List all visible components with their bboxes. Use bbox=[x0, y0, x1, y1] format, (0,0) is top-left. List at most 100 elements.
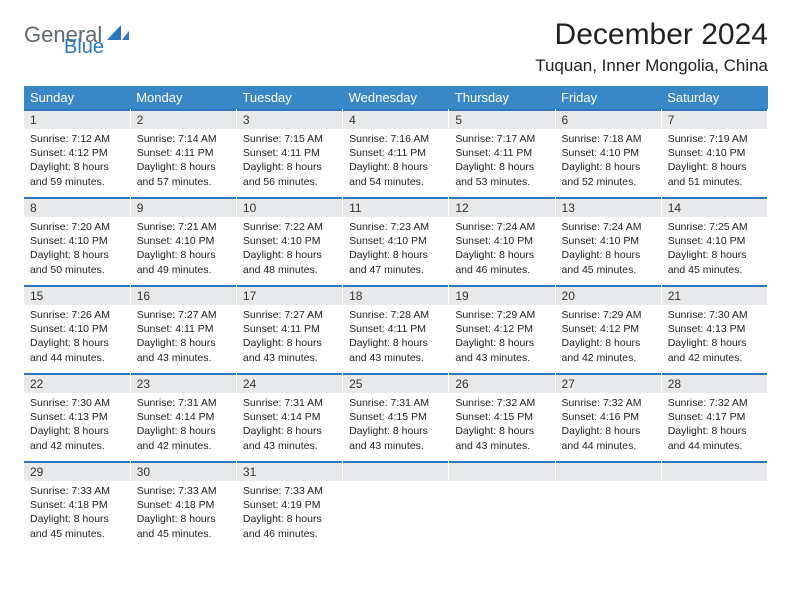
calendar-day-cell: 6Sunrise: 7:18 AMSunset: 4:10 PMDaylight… bbox=[555, 109, 661, 197]
day-details: Sunrise: 7:14 AMSunset: 4:11 PMDaylight:… bbox=[131, 129, 236, 193]
day-number: 26 bbox=[449, 373, 554, 393]
weekday-header-row: SundayMondayTuesdayWednesdayThursdayFrid… bbox=[24, 86, 768, 109]
calendar-day-cell: 26Sunrise: 7:32 AMSunset: 4:15 PMDayligh… bbox=[449, 373, 555, 461]
day-number-empty: . bbox=[556, 461, 661, 481]
day-number: 23 bbox=[131, 373, 236, 393]
sunset-line: Sunset: 4:15 PM bbox=[349, 410, 442, 424]
daylight-line: Daylight: 8 hours and 44 minutes. bbox=[668, 424, 761, 452]
sunrise-line: Sunrise: 7:31 AM bbox=[243, 396, 336, 410]
daylight-line: Daylight: 8 hours and 42 minutes. bbox=[668, 336, 761, 364]
day-number: 11 bbox=[343, 197, 448, 217]
sunset-line: Sunset: 4:10 PM bbox=[30, 322, 124, 336]
daylight-line: Daylight: 8 hours and 45 minutes. bbox=[668, 248, 761, 276]
sunset-line: Sunset: 4:14 PM bbox=[243, 410, 336, 424]
calendar-day-cell: 31Sunrise: 7:33 AMSunset: 4:19 PMDayligh… bbox=[236, 461, 342, 549]
sunrise-line: Sunrise: 7:27 AM bbox=[243, 308, 336, 322]
calendar-day-cell: 9Sunrise: 7:21 AMSunset: 4:10 PMDaylight… bbox=[130, 197, 236, 285]
sunrise-line: Sunrise: 7:32 AM bbox=[668, 396, 761, 410]
day-number: 30 bbox=[131, 461, 236, 481]
calendar-day-cell: 17Sunrise: 7:27 AMSunset: 4:11 PMDayligh… bbox=[236, 285, 342, 373]
day-details: Sunrise: 7:18 AMSunset: 4:10 PMDaylight:… bbox=[556, 129, 661, 193]
calendar-day-cell: 12Sunrise: 7:24 AMSunset: 4:10 PMDayligh… bbox=[449, 197, 555, 285]
day-details: Sunrise: 7:16 AMSunset: 4:11 PMDaylight:… bbox=[343, 129, 448, 193]
day-number: 4 bbox=[343, 109, 448, 129]
day-number: 24 bbox=[237, 373, 342, 393]
weekday-header: Wednesday bbox=[343, 86, 449, 109]
weekday-header: Monday bbox=[130, 86, 236, 109]
daylight-line: Daylight: 8 hours and 54 minutes. bbox=[349, 160, 442, 188]
daylight-line: Daylight: 8 hours and 43 minutes. bbox=[455, 424, 548, 452]
daylight-line: Daylight: 8 hours and 53 minutes. bbox=[455, 160, 548, 188]
weekday-header: Sunday bbox=[24, 86, 130, 109]
calendar-table: SundayMondayTuesdayWednesdayThursdayFrid… bbox=[24, 86, 768, 549]
daylight-line: Daylight: 8 hours and 56 minutes. bbox=[243, 160, 336, 188]
sunset-line: Sunset: 4:10 PM bbox=[668, 234, 761, 248]
logo-text-blue: Blue bbox=[64, 36, 104, 59]
daylight-line: Daylight: 8 hours and 42 minutes. bbox=[562, 336, 655, 364]
day-details: Sunrise: 7:30 AMSunset: 4:13 PMDaylight:… bbox=[24, 393, 130, 457]
day-number: 16 bbox=[131, 285, 236, 305]
day-number: 9 bbox=[131, 197, 236, 217]
sunrise-line: Sunrise: 7:33 AM bbox=[137, 484, 230, 498]
sunset-line: Sunset: 4:12 PM bbox=[455, 322, 548, 336]
day-details: Sunrise: 7:22 AMSunset: 4:10 PMDaylight:… bbox=[237, 217, 342, 281]
calendar-week-row: 8Sunrise: 7:20 AMSunset: 4:10 PMDaylight… bbox=[24, 197, 768, 285]
sunrise-line: Sunrise: 7:16 AM bbox=[349, 132, 442, 146]
sunset-line: Sunset: 4:19 PM bbox=[243, 498, 336, 512]
calendar-day-cell: 29Sunrise: 7:33 AMSunset: 4:18 PMDayligh… bbox=[24, 461, 130, 549]
sunset-line: Sunset: 4:17 PM bbox=[668, 410, 761, 424]
day-number: 28 bbox=[662, 373, 767, 393]
sunrise-line: Sunrise: 7:24 AM bbox=[562, 220, 655, 234]
sunset-line: Sunset: 4:13 PM bbox=[30, 410, 124, 424]
sunrise-line: Sunrise: 7:25 AM bbox=[668, 220, 761, 234]
sunset-line: Sunset: 4:10 PM bbox=[349, 234, 442, 248]
daylight-line: Daylight: 8 hours and 59 minutes. bbox=[30, 160, 124, 188]
sunset-line: Sunset: 4:14 PM bbox=[137, 410, 230, 424]
sunrise-line: Sunrise: 7:29 AM bbox=[562, 308, 655, 322]
daylight-line: Daylight: 8 hours and 50 minutes. bbox=[30, 248, 124, 276]
day-number: 19 bbox=[449, 285, 554, 305]
day-details: Sunrise: 7:29 AMSunset: 4:12 PMDaylight:… bbox=[556, 305, 661, 369]
sunrise-line: Sunrise: 7:14 AM bbox=[137, 132, 230, 146]
day-number: 29 bbox=[24, 461, 130, 481]
day-number: 8 bbox=[24, 197, 130, 217]
calendar-day-cell: 10Sunrise: 7:22 AMSunset: 4:10 PMDayligh… bbox=[236, 197, 342, 285]
calendar-day-cell: 23Sunrise: 7:31 AMSunset: 4:14 PMDayligh… bbox=[130, 373, 236, 461]
calendar-day-cell: 22Sunrise: 7:30 AMSunset: 4:13 PMDayligh… bbox=[24, 373, 130, 461]
calendar-body: 1Sunrise: 7:12 AMSunset: 4:12 PMDaylight… bbox=[24, 109, 768, 549]
calendar-day-cell: 15Sunrise: 7:26 AMSunset: 4:10 PMDayligh… bbox=[24, 285, 130, 373]
sunrise-line: Sunrise: 7:24 AM bbox=[455, 220, 548, 234]
daylight-line: Daylight: 8 hours and 42 minutes. bbox=[137, 424, 230, 452]
day-number: 13 bbox=[556, 197, 661, 217]
day-details: Sunrise: 7:31 AMSunset: 4:15 PMDaylight:… bbox=[343, 393, 448, 457]
weekday-header: Thursday bbox=[449, 86, 555, 109]
sunset-line: Sunset: 4:10 PM bbox=[30, 234, 124, 248]
day-details: Sunrise: 7:32 AMSunset: 4:17 PMDaylight:… bbox=[662, 393, 767, 457]
day-number: 7 bbox=[662, 109, 767, 129]
daylight-line: Daylight: 8 hours and 51 minutes. bbox=[668, 160, 761, 188]
calendar-day-cell: 7Sunrise: 7:19 AMSunset: 4:10 PMDaylight… bbox=[661, 109, 767, 197]
sunrise-line: Sunrise: 7:32 AM bbox=[562, 396, 655, 410]
sunset-line: Sunset: 4:11 PM bbox=[243, 146, 336, 160]
calendar-day-cell: . bbox=[343, 461, 449, 549]
day-number-empty: . bbox=[662, 461, 767, 481]
daylight-line: Daylight: 8 hours and 44 minutes. bbox=[562, 424, 655, 452]
day-details: Sunrise: 7:28 AMSunset: 4:11 PMDaylight:… bbox=[343, 305, 448, 369]
daylight-line: Daylight: 8 hours and 43 minutes. bbox=[243, 424, 336, 452]
day-details: Sunrise: 7:27 AMSunset: 4:11 PMDaylight:… bbox=[237, 305, 342, 369]
day-number: 27 bbox=[556, 373, 661, 393]
calendar-day-cell: 18Sunrise: 7:28 AMSunset: 4:11 PMDayligh… bbox=[343, 285, 449, 373]
calendar-week-row: 22Sunrise: 7:30 AMSunset: 4:13 PMDayligh… bbox=[24, 373, 768, 461]
weekday-header: Tuesday bbox=[236, 86, 342, 109]
day-number-empty: . bbox=[449, 461, 554, 481]
calendar-day-cell: 20Sunrise: 7:29 AMSunset: 4:12 PMDayligh… bbox=[555, 285, 661, 373]
day-details: Sunrise: 7:31 AMSunset: 4:14 PMDaylight:… bbox=[131, 393, 236, 457]
calendar-day-cell: 3Sunrise: 7:15 AMSunset: 4:11 PMDaylight… bbox=[236, 109, 342, 197]
day-details: Sunrise: 7:25 AMSunset: 4:10 PMDaylight:… bbox=[662, 217, 767, 281]
calendar-week-row: 15Sunrise: 7:26 AMSunset: 4:10 PMDayligh… bbox=[24, 285, 768, 373]
calendar-page: General Blue December 2024 Tuquan, Inner… bbox=[0, 0, 792, 549]
day-details: Sunrise: 7:19 AMSunset: 4:10 PMDaylight:… bbox=[662, 129, 767, 193]
sunset-line: Sunset: 4:16 PM bbox=[562, 410, 655, 424]
day-number: 2 bbox=[131, 109, 236, 129]
sunrise-line: Sunrise: 7:33 AM bbox=[30, 484, 124, 498]
